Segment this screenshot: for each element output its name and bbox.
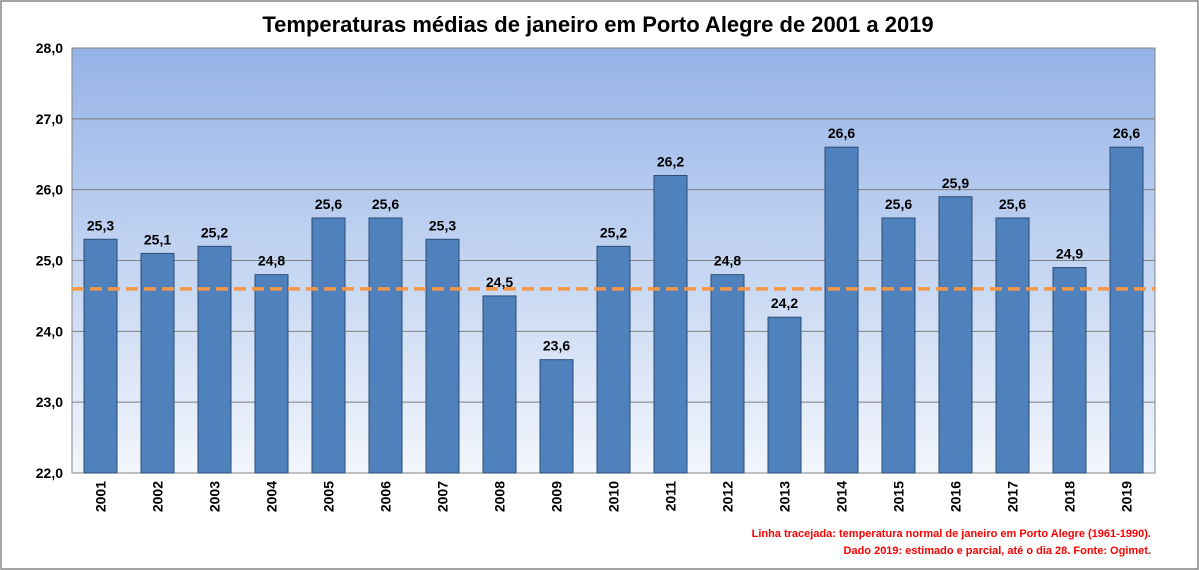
x-tick-label: 2009 xyxy=(549,481,565,512)
data-label: 25,6 xyxy=(315,196,342,212)
data-label: 25,6 xyxy=(372,196,399,212)
data-label: 25,6 xyxy=(885,196,912,212)
data-label: 24,5 xyxy=(486,274,513,290)
bar xyxy=(596,245,631,474)
data-label: 24,2 xyxy=(771,295,798,311)
data-label: 24,9 xyxy=(1056,246,1083,262)
y-tick-label: 23,0 xyxy=(36,394,63,410)
x-tick-label: 2017 xyxy=(1005,481,1021,512)
x-tick-label: 2004 xyxy=(264,481,280,512)
bar xyxy=(653,175,688,474)
x-tick-label: 2019 xyxy=(1119,481,1135,512)
x-tick-label: 2002 xyxy=(150,481,166,512)
bar xyxy=(368,217,403,474)
bars xyxy=(83,146,1144,474)
bar xyxy=(1052,267,1087,474)
data-label: 25,3 xyxy=(87,217,114,233)
data-label: 24,8 xyxy=(258,253,285,269)
x-tick-label: 2015 xyxy=(891,481,907,512)
x-tick-label: 2007 xyxy=(435,481,451,512)
data-label: 25,2 xyxy=(201,224,228,240)
data-label: 25,1 xyxy=(144,231,171,247)
data-label: 26,6 xyxy=(828,125,855,141)
x-tick-label: 2011 xyxy=(663,481,679,512)
x-tick-label: 2012 xyxy=(720,481,736,512)
bar xyxy=(83,238,118,474)
y-axis-tick-labels: 22,0 23,0 24,0 25,0 26,0 27,0 28,0 xyxy=(36,40,63,481)
bar xyxy=(767,316,802,474)
y-tick-label: 26,0 xyxy=(36,182,63,198)
footnotes: Linha tracejada: temperatura normal de j… xyxy=(752,528,1151,557)
x-tick-label: 2016 xyxy=(948,481,964,512)
x-axis-tick-labels: 2001 2002 2003 2004 2005 2006 2007 2008 2009 2010… xyxy=(93,481,1135,512)
bar xyxy=(995,217,1030,474)
bar xyxy=(1109,146,1144,474)
y-tick-label: 24,0 xyxy=(36,323,63,339)
data-label: 25,9 xyxy=(942,175,969,191)
y-tick-label: 27,0 xyxy=(36,111,63,127)
data-label: 25,6 xyxy=(999,196,1026,212)
x-tick-label: 2013 xyxy=(777,481,793,512)
x-tick-label: 2003 xyxy=(207,481,223,512)
x-tick-label: 2005 xyxy=(321,481,337,512)
data-label: 24,8 xyxy=(714,253,741,269)
data-label: 23,6 xyxy=(543,338,570,354)
x-tick-label: 2008 xyxy=(492,481,508,512)
footnote: Linha tracejada: temperatura normal de j… xyxy=(752,528,1151,540)
data-label: 25,2 xyxy=(600,224,627,240)
bar xyxy=(140,252,175,474)
bar xyxy=(197,245,232,474)
bar xyxy=(425,238,460,474)
x-tick-label: 2001 xyxy=(93,481,109,512)
bar xyxy=(311,217,346,474)
bar xyxy=(254,274,289,474)
data-labels: 25,3 25,1 25,2 24,8 25,6 25,6 25,3 24,5 23,6 25,2… xyxy=(87,125,1140,353)
chart-title: Temperaturas médias de janeiro em Porto … xyxy=(262,12,933,37)
bar xyxy=(938,196,973,474)
footnote: Dado 2019: estimado e parcial, até o dia… xyxy=(844,545,1151,557)
x-tick-label: 2014 xyxy=(834,481,850,512)
data-label: 26,6 xyxy=(1113,125,1140,141)
data-label: 25,3 xyxy=(429,217,456,233)
x-tick-label: 2010 xyxy=(606,481,622,512)
x-tick-label: 2006 xyxy=(378,481,394,512)
data-label: 26,2 xyxy=(657,154,684,170)
y-tick-label: 28,0 xyxy=(36,40,63,56)
bar xyxy=(710,274,745,474)
bar xyxy=(539,359,574,474)
bar xyxy=(482,295,517,474)
y-tick-label: 22,0 xyxy=(36,465,63,481)
bar xyxy=(824,146,859,474)
y-tick-label: 25,0 xyxy=(36,253,63,269)
bar xyxy=(881,217,916,474)
x-tick-label: 2018 xyxy=(1062,481,1078,512)
